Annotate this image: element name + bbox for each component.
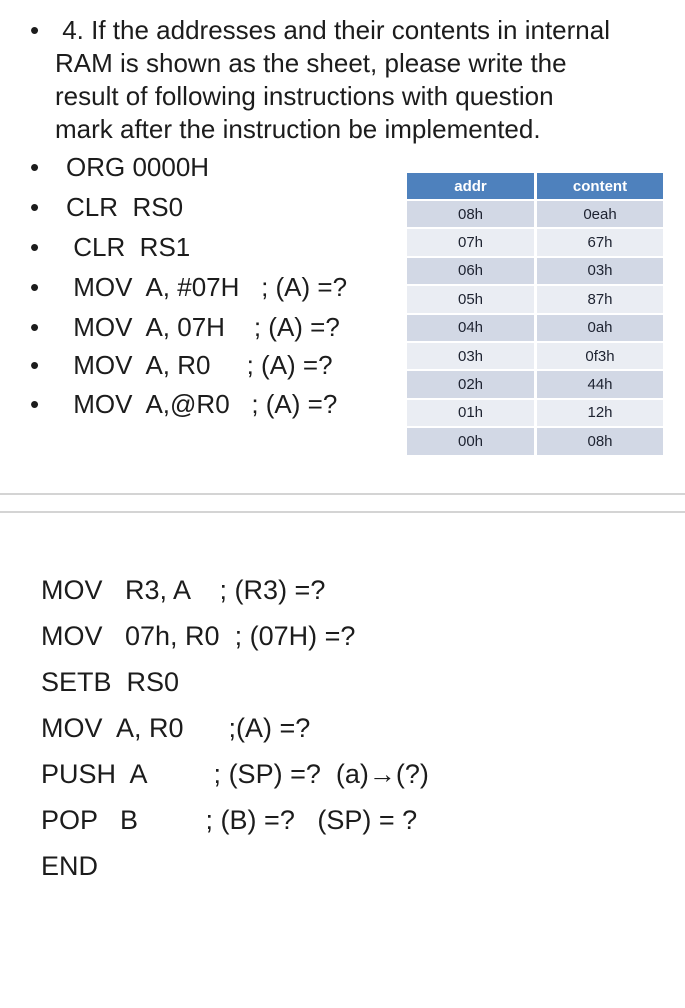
code-line: POP B ; (B) =? (SP) = ?	[41, 805, 418, 835]
instruction-item: • MOV A, #07H ; (A) =?	[30, 270, 347, 304]
instruction-item: • ORG 0000H	[30, 150, 209, 184]
table-cell-addr: 06h	[407, 257, 534, 285]
table-cell-addr: 07h	[407, 229, 534, 256]
instruction-text: CLR RS0	[66, 192, 184, 222]
instruction-text: MOV A, 07H ; (A) =?	[66, 312, 340, 342]
table-cell-addr: 00h	[407, 428, 534, 455]
table-cell-content: 08h	[537, 428, 663, 455]
instruction-item: • CLR RS1	[30, 230, 190, 264]
bullet-icon: •	[30, 350, 40, 380]
code-line: END	[41, 851, 99, 881]
table-cell-content: 67h	[537, 229, 663, 256]
table-cell-content: 0f3h	[537, 342, 663, 370]
table-cell-content: 44h	[537, 371, 663, 398]
table-cell-content: 0ah	[537, 314, 663, 341]
instruction-item: • CLR RS0	[30, 190, 183, 224]
bullet-icon: •	[30, 152, 40, 182]
bullet-icon: •	[30, 15, 40, 45]
bullet-icon: •	[30, 272, 40, 302]
table-cell-addr: 08h	[407, 201, 534, 228]
instruction-text: CLR RS1	[66, 232, 191, 262]
instruction-text: MOV A,@R0 ; (A) =?	[66, 389, 338, 419]
bullet-icon: •	[30, 389, 40, 419]
table-cell-addr: 01h	[407, 399, 534, 427]
table-cell-addr: 04h	[407, 314, 534, 341]
code-line: SETB RS0	[41, 667, 180, 697]
instruction-item: • MOV A,@R0 ; (A) =?	[30, 387, 337, 421]
table-cell-content: 87h	[537, 286, 663, 313]
instruction-text: MOV A, R0 ; (A) =?	[66, 350, 333, 380]
code-line: MOV 07h, R0 ; (07H) =?	[41, 621, 356, 651]
table-header-content: content	[537, 173, 663, 199]
instruction-item: • MOV A, 07H ; (A) =?	[30, 310, 340, 344]
table-cell-addr: 02h	[407, 371, 534, 398]
instruction-text: ORG 0000H	[66, 152, 210, 182]
code-line: MOV R3, A ; (R3) =?	[41, 575, 326, 605]
question-line: 4. If the addresses and their contents i…	[55, 15, 611, 45]
bullet-icon: •	[30, 232, 40, 262]
table-cell-addr: 05h	[407, 286, 534, 313]
bullet-icon: •	[30, 192, 40, 222]
table-cell-content: 0eah	[537, 201, 663, 228]
instruction-item: • MOV A, R0 ; (A) =?	[30, 348, 333, 382]
instruction-text: MOV A, #07H ; (A) =?	[66, 272, 348, 302]
question-line: RAM is shown as the sheet, please write …	[55, 48, 567, 78]
ram-table: addr content 08h 0eah 07h 67h 06h 03h 05…	[407, 173, 663, 455]
code-line: PUSH A ; (SP) =? (a)→(?)	[41, 759, 429, 789]
table-cell-addr: 03h	[407, 342, 534, 370]
table-cell-content: 03h	[537, 257, 663, 285]
question-block: 4. If the addresses and their contents i…	[55, 14, 610, 146]
code-line: MOV A, R0 ;(A) =?	[41, 713, 311, 743]
table-cell-content: 12h	[537, 399, 663, 427]
slide-separator-line	[0, 511, 685, 513]
bullet-icon: •	[30, 312, 40, 342]
slide-separator-line	[0, 493, 685, 495]
table-header-addr: addr	[407, 173, 534, 199]
question-line: mark after the instruction be implemente…	[55, 114, 541, 144]
question-line: result of following instructions with qu…	[55, 81, 554, 111]
